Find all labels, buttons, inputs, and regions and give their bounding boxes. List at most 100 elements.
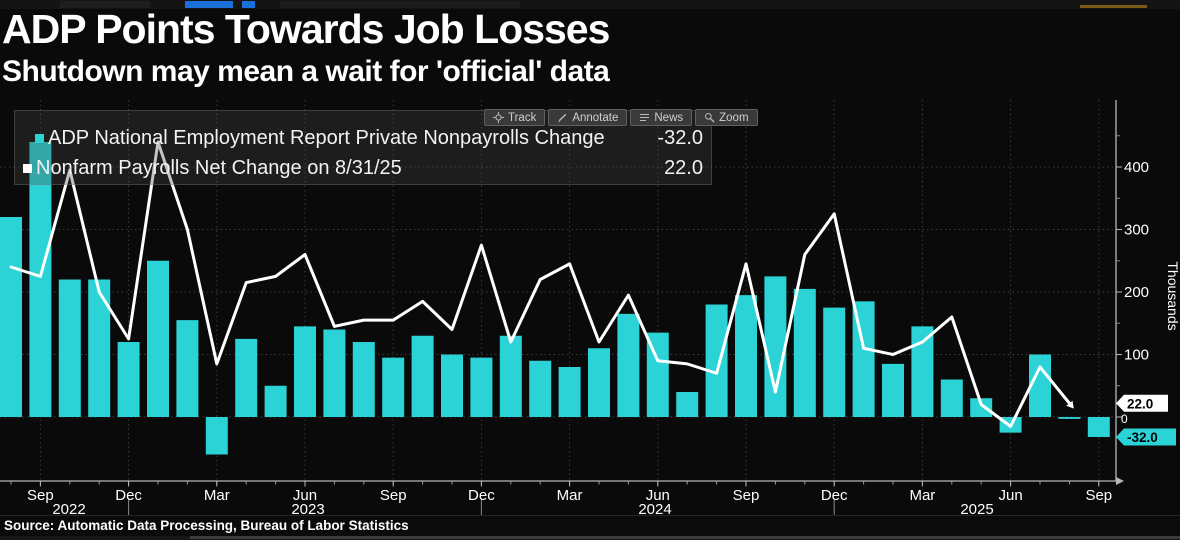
top-strip-gold-segment bbox=[1080, 5, 1147, 8]
annotate-icon bbox=[557, 112, 568, 123]
x-quarter-label: Sep bbox=[733, 487, 760, 504]
legend-latest-value: 22.0 bbox=[664, 156, 703, 179]
adp-bar[interactable] bbox=[1058, 417, 1081, 419]
adp-bar[interactable] bbox=[441, 354, 463, 418]
adp-bar[interactable] bbox=[235, 338, 258, 417]
adp-bar[interactable] bbox=[1087, 417, 1110, 437]
toolbar-button-label: Track bbox=[508, 111, 537, 124]
news-button[interactable]: News bbox=[630, 109, 693, 126]
x-quarter-label: Mar bbox=[909, 487, 935, 504]
x-quarter-label: Jun bbox=[646, 487, 670, 504]
adp-bar[interactable] bbox=[911, 326, 934, 417]
adp-bar[interactable] bbox=[499, 335, 522, 417]
axis-flag-value: 22.0 bbox=[1127, 396, 1153, 411]
axis-value-flag bbox=[1116, 428, 1176, 446]
nfp-line[interactable] bbox=[9, 140, 1071, 428]
adp-bar[interactable] bbox=[882, 363, 904, 417]
zoom-icon bbox=[704, 112, 715, 123]
window-top-strip bbox=[0, 0, 1180, 9]
zoom-button[interactable]: Zoom bbox=[695, 109, 758, 126]
adp-bars[interactable] bbox=[0, 142, 1110, 455]
adp-bar[interactable] bbox=[29, 142, 52, 417]
axis-value-flag bbox=[1116, 394, 1168, 412]
adp-bar[interactable] bbox=[205, 417, 228, 455]
x-quarter-label: Dec bbox=[468, 487, 495, 504]
toolbar-button-label: Zoom bbox=[719, 111, 749, 124]
x-quarter-label: Sep bbox=[1085, 487, 1112, 504]
y-tick-label: 100 bbox=[1124, 347, 1149, 364]
top-strip-blue-segment bbox=[242, 1, 255, 8]
adp-bar[interactable] bbox=[264, 385, 287, 417]
axis-flag-value: -32.0 bbox=[1127, 430, 1158, 445]
nfp-line-arrowhead bbox=[1066, 400, 1074, 409]
x-quarter-label: Jun bbox=[293, 487, 317, 504]
adp-bar[interactable] bbox=[970, 398, 993, 417]
chart-title: ADP Points Towards Job Losses bbox=[2, 6, 610, 52]
top-strip-blue-segment bbox=[185, 1, 233, 8]
y-axis-labels bbox=[1116, 135, 1122, 418]
x-quarter-label: Mar bbox=[204, 487, 230, 504]
adp-bar[interactable] bbox=[558, 367, 581, 417]
adp-bar[interactable] bbox=[323, 329, 346, 418]
annotate-button[interactable]: Annotate bbox=[548, 109, 628, 126]
source-text: Source: Automatic Data Processing, Burea… bbox=[4, 518, 409, 533]
adp-bar[interactable] bbox=[705, 304, 728, 418]
y-tick-label: 400 bbox=[1124, 159, 1149, 176]
adp-bar[interactable] bbox=[1029, 354, 1051, 418]
adp-bar[interactable] bbox=[0, 217, 22, 417]
adp-bar[interactable] bbox=[58, 279, 81, 418]
adp-bar[interactable] bbox=[352, 342, 375, 417]
adp-bar[interactable] bbox=[852, 301, 875, 417]
adp-bar[interactable] bbox=[940, 379, 963, 418]
track-button[interactable]: Track bbox=[484, 109, 546, 126]
top-strip-segment bbox=[60, 1, 150, 8]
adp-bar[interactable] bbox=[793, 288, 816, 417]
legend-item[interactable]: Nonfarm Payrolls Net Change on 8/31/25 22… bbox=[15, 153, 711, 183]
legend-label: ADP National Employment Report Private N… bbox=[48, 126, 605, 149]
adp-bar[interactable] bbox=[470, 357, 493, 417]
y-zero-label: 0 bbox=[1121, 412, 1128, 426]
adp-bar[interactable] bbox=[676, 392, 699, 417]
x-year-label: 2025 bbox=[960, 501, 993, 518]
chart-toolbar: Track Annotate News Zoom bbox=[484, 109, 758, 126]
payrolls-chart[interactable]: 100 200 300 400 0 Thousands Sep Dec Mar Jun Sep Dec… bbox=[0, 96, 1180, 540]
x-quarter-label: Dec bbox=[115, 487, 142, 504]
bottom-strip bbox=[0, 536, 1180, 540]
y-tick-label: 200 bbox=[1124, 284, 1149, 301]
adp-bar[interactable] bbox=[147, 260, 169, 417]
y-axis-unit: Thousands bbox=[1165, 261, 1180, 330]
legend-latest-value: -32.0 bbox=[657, 126, 703, 149]
adp-bar[interactable] bbox=[823, 307, 846, 417]
top-strip-segment bbox=[280, 1, 520, 8]
adp-bar[interactable] bbox=[764, 276, 787, 417]
adp-bar[interactable] bbox=[529, 360, 552, 417]
adp-bar[interactable] bbox=[617, 313, 640, 417]
source-bar: Source: Automatic Data Processing, Burea… bbox=[0, 515, 1180, 536]
x-quarter-label: Sep bbox=[380, 487, 407, 504]
legend-swatch bbox=[23, 163, 32, 173]
toolbar-button-label: Annotate bbox=[572, 111, 619, 124]
adp-bar[interactable] bbox=[117, 342, 140, 417]
track-icon bbox=[493, 112, 504, 123]
adp-bar[interactable] bbox=[588, 348, 610, 417]
adp-bar[interactable] bbox=[382, 357, 405, 417]
y-tick-label: 300 bbox=[1124, 222, 1149, 239]
adp-bar[interactable] bbox=[646, 332, 669, 417]
adp-bar[interactable] bbox=[411, 335, 434, 417]
adp-bar[interactable] bbox=[88, 279, 111, 418]
legend-swatch bbox=[35, 133, 44, 143]
x-quarter-label: Mar bbox=[557, 487, 583, 504]
adp-bar[interactable] bbox=[294, 326, 316, 417]
x-quarter-label: Dec bbox=[821, 487, 848, 504]
chart-subtitle: Shutdown may mean a wait for 'official' … bbox=[2, 55, 610, 88]
legend-label: Nonfarm Payrolls Net Change on 8/31/25 bbox=[36, 156, 402, 179]
x-quarter-label: Jun bbox=[999, 487, 1023, 504]
adp-bar[interactable] bbox=[176, 320, 199, 417]
x-year-label: 2023 bbox=[291, 501, 324, 518]
x-axis-arrow bbox=[1116, 477, 1124, 485]
x-year-label: 2022 bbox=[52, 501, 85, 518]
legend-item[interactable]: ADP National Employment Report Private N… bbox=[15, 123, 711, 153]
news-icon bbox=[639, 112, 650, 123]
adp-bar[interactable] bbox=[735, 295, 757, 417]
